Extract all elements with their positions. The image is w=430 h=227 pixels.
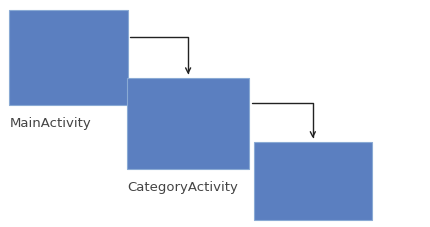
Text: CategoryActivity: CategoryActivity: [127, 180, 238, 193]
Bar: [254, 142, 372, 220]
Bar: [9, 11, 128, 106]
Bar: [127, 78, 249, 169]
Text: MainActivity: MainActivity: [9, 117, 91, 130]
